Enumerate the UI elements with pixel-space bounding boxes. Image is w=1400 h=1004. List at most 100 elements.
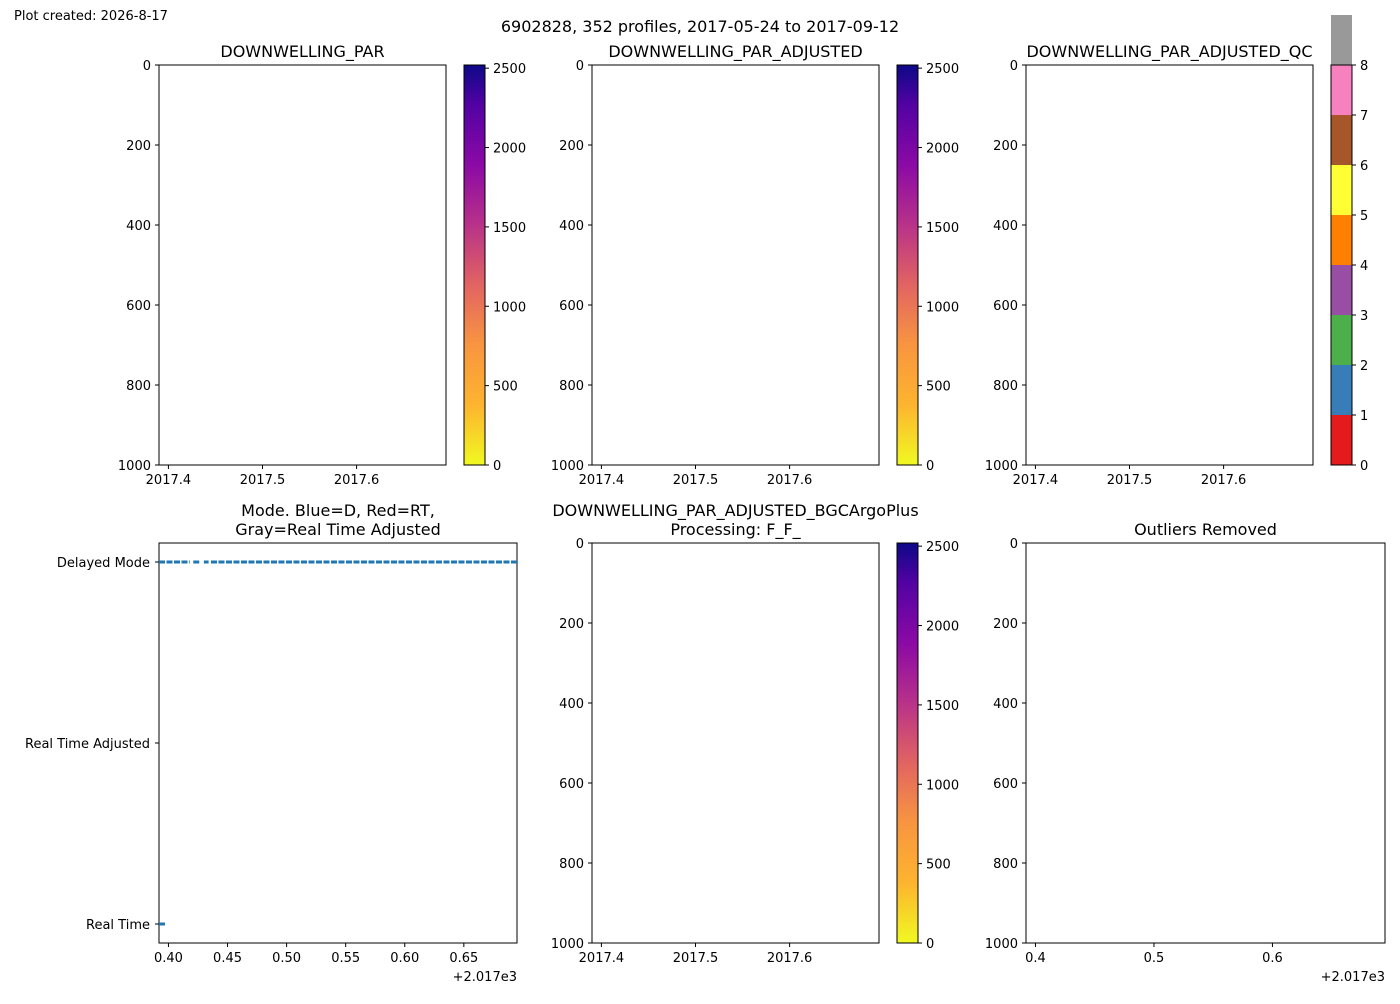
panel-title: Mode. Blue=D, Red=RT, <box>241 501 435 520</box>
y-tick-label: 400 <box>559 219 584 234</box>
colorbar-swatch <box>1331 165 1352 215</box>
colorbar-tick-label: 2 <box>1360 359 1368 374</box>
colorbar-tick-label: 2500 <box>926 62 959 77</box>
colorbar-tick-label: 0 <box>926 937 934 952</box>
colorbar-tick-label: 8 <box>1360 59 1368 74</box>
y-tick-label: 0 <box>576 537 584 552</box>
y-tick-label: 200 <box>993 617 1018 632</box>
x-tick-label: 0.6 <box>1262 951 1283 966</box>
plot-area <box>591 64 880 466</box>
x-tick-label: 2017.5 <box>240 473 286 488</box>
y-tick-label: 600 <box>993 777 1018 792</box>
colorbar-tick-label: 2000 <box>926 142 959 157</box>
y-tick-label: 400 <box>126 219 151 234</box>
plot-area <box>591 542 880 944</box>
panel-4: Mode. Blue=D, Red=RT,Gray=Real Time Adju… <box>25 501 518 985</box>
y-tick-label: 0 <box>576 59 584 74</box>
y-tick-label: Real Time Adjusted <box>25 737 150 752</box>
colorbar-tick-label: 1000 <box>926 300 959 315</box>
x-tick-label: 0.65 <box>449 951 478 966</box>
y-tick-label: 1000 <box>551 937 584 952</box>
y-tick-label: 400 <box>993 697 1018 712</box>
colorbar-tick-label: 500 <box>493 380 518 395</box>
colorbar-gradient <box>897 65 918 465</box>
colorbar-tick-label: 1500 <box>493 221 526 236</box>
panel-2: DOWNWELLING_PAR_ADJUSTED 2017.4 2017.5 2017… <box>551 42 959 488</box>
x-tick-label: 0.4 <box>1025 951 1046 966</box>
panel-title: DOWNWELLING_PAR <box>220 42 384 62</box>
colorbar-swatch <box>1331 315 1352 365</box>
colorbar-tick-label: 5 <box>1360 209 1368 224</box>
y-tick-label: 600 <box>559 299 584 314</box>
x-tick-label: 2017.6 <box>1201 473 1247 488</box>
colorbar: 0 500 1000 1500 2000 2500 <box>463 62 526 474</box>
panel-title: Processing: F_F_ <box>670 520 801 540</box>
x-tick-label: 0.45 <box>213 951 242 966</box>
colorbar-tick-label: 0 <box>1360 459 1368 474</box>
x-offset-label: +2.017e3 <box>453 970 517 985</box>
x-tick-label: 2017.5 <box>673 473 719 488</box>
panel-6: Outliers Removed 0.4 0.5 0.6 +2.017e3 0 200 400… <box>985 520 1386 985</box>
y-tick-label: 600 <box>559 777 584 792</box>
y-tick-label: 600 <box>993 299 1018 314</box>
y-tick-label: 800 <box>993 379 1018 394</box>
y-tick-label: 400 <box>559 697 584 712</box>
y-tick-label: Delayed Mode <box>57 556 150 571</box>
y-tick-label: 600 <box>126 299 151 314</box>
colorbar-swatch <box>1331 215 1352 265</box>
colorbar-swatch <box>1331 65 1352 115</box>
plot-area <box>1025 64 1314 466</box>
colorbar-swatch <box>1331 365 1352 415</box>
x-tick-label: 2017.4 <box>146 473 192 488</box>
panel-title: DOWNWELLING_PAR_ADJUSTED_BGCArgoPlus <box>552 501 918 521</box>
colorbar: 0 1 2 3 4 5 6 7 8 <box>1330 15 1368 474</box>
panel-title: Gray=Real Time Adjusted <box>235 520 441 539</box>
x-offset-label: +2.017e3 <box>1321 970 1385 985</box>
y-tick-label: 200 <box>993 139 1018 154</box>
y-tick-label: 400 <box>993 219 1018 234</box>
y-tick-label: 200 <box>559 617 584 632</box>
plot-area <box>158 64 447 466</box>
y-tick-label: 0 <box>1010 537 1018 552</box>
x-tick-label: 0.40 <box>154 951 183 966</box>
colorbar-frame <box>896 542 919 944</box>
y-tick-label: 1000 <box>985 459 1018 474</box>
panel-title: DOWNWELLING_PAR_ADJUSTED_QC <box>1026 42 1312 62</box>
colorbar-gradient <box>897 543 918 943</box>
colorbar-swatch <box>1331 415 1352 465</box>
colorbar-swatch <box>1331 265 1352 315</box>
colorbar-tick-label: 500 <box>926 858 951 873</box>
panel-5: DOWNWELLING_PAR_ADJUSTED_BGCArgoPlusProc… <box>551 501 959 966</box>
colorbar-tick-label: 2000 <box>926 620 959 635</box>
y-tick-label: 800 <box>993 857 1018 872</box>
panel-3: DOWNWELLING_PAR_ADJUSTED_QC 2017.4 2017.5 2… <box>985 15 1368 488</box>
colorbar-tick-label: 2000 <box>493 142 526 157</box>
panel-1: DOWNWELLING_PAR 2017.4 2017.5 2017.6 0 200 400… <box>118 42 526 488</box>
y-tick-label: 200 <box>126 139 151 154</box>
y-tick-label: 800 <box>126 379 151 394</box>
colorbar-gradient <box>464 65 485 465</box>
x-tick-label: 2017.5 <box>673 951 719 966</box>
colorbar-swatch <box>1331 115 1352 165</box>
panel-title: DOWNWELLING_PAR_ADJUSTED <box>608 42 862 62</box>
x-tick-label: 2017.4 <box>579 473 625 488</box>
colorbar-tick-label: 1500 <box>926 221 959 236</box>
colorbar-tick-label: 6 <box>1360 159 1368 174</box>
y-tick-label: 200 <box>559 139 584 154</box>
y-tick-label: 0 <box>143 59 151 74</box>
colorbar-tick-label: 2500 <box>926 540 959 555</box>
panel-title: Outliers Removed <box>1134 520 1277 539</box>
colorbar-tick-label: 7 <box>1360 109 1368 124</box>
x-tick-label: 0.50 <box>272 951 301 966</box>
x-tick-label: 2017.5 <box>1107 473 1153 488</box>
colorbar-tick-label: 1500 <box>926 699 959 714</box>
y-tick-label: Real Time <box>86 918 150 933</box>
plot-created-label: Plot created: 2026-8-17 <box>14 9 168 24</box>
plot-area <box>1025 542 1386 944</box>
x-tick-label: 0.55 <box>331 951 360 966</box>
colorbar-tick-label: 0 <box>493 459 501 474</box>
colorbar: 0 500 1000 1500 2000 2500 <box>896 62 959 474</box>
x-tick-label: 0.5 <box>1144 951 1165 966</box>
colorbar-tick-label: 4 <box>1360 259 1368 274</box>
